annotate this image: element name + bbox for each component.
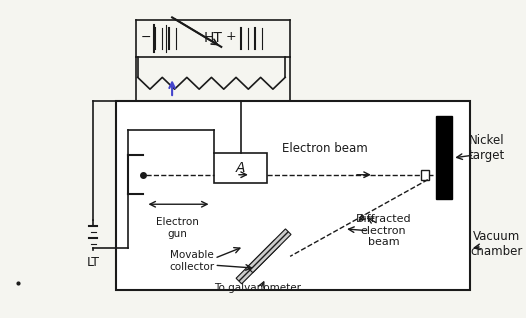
Text: To galvanometer: To galvanometer xyxy=(214,283,301,293)
Text: $+$: $+$ xyxy=(226,30,237,43)
Bar xyxy=(215,153,268,183)
Text: LT: LT xyxy=(87,256,100,269)
Text: Vacuum
chamber: Vacuum chamber xyxy=(470,230,523,258)
Bar xyxy=(247,229,291,273)
Text: Movable
collector: Movable collector xyxy=(169,251,214,272)
Bar xyxy=(421,170,429,180)
Text: HT: HT xyxy=(204,31,222,45)
Text: $-$: $-$ xyxy=(140,30,151,43)
Text: Nickel
target: Nickel target xyxy=(469,134,505,162)
Text: Diffracted
electron
beam: Diffracted electron beam xyxy=(356,214,411,247)
Bar xyxy=(436,116,452,199)
Text: A: A xyxy=(236,161,246,175)
Text: Electron
gun: Electron gun xyxy=(156,217,198,238)
Text: Electron beam: Electron beam xyxy=(281,142,368,155)
Bar xyxy=(236,240,280,284)
Bar xyxy=(116,101,470,290)
